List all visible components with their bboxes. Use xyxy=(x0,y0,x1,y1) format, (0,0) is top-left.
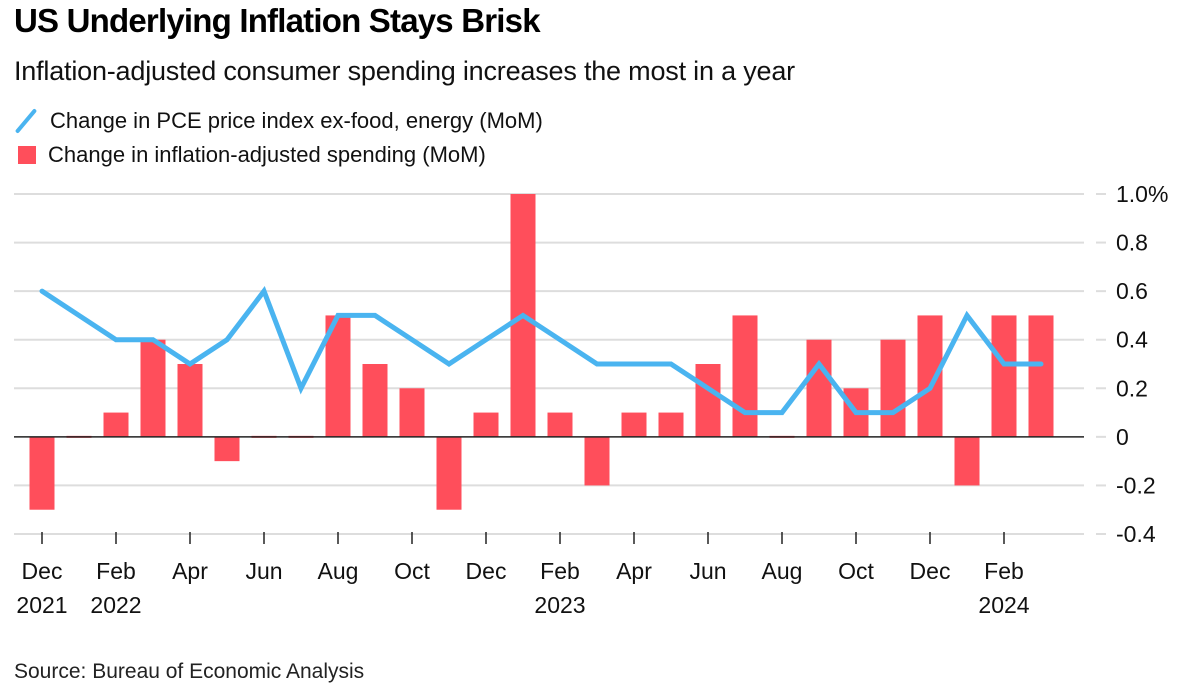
bar xyxy=(473,412,499,437)
bar xyxy=(29,436,55,510)
bar xyxy=(695,364,721,437)
bar xyxy=(1028,315,1054,437)
bar xyxy=(399,388,425,437)
x-axis: Dec 2021 Feb 2022 Apr Jun Aug Oct Dec Feb 2023 Apr J… xyxy=(16,532,1030,618)
y-tick-label: 0.4 xyxy=(1116,327,1148,353)
source-note: Source: Bureau of Economic Analysis xyxy=(14,660,365,683)
bar xyxy=(880,339,906,437)
legend-item-pce: Change in PCE price index ex-food, energ… xyxy=(14,108,543,134)
x-tick-label-month: Dec xyxy=(22,558,63,584)
bar xyxy=(177,364,203,437)
y-tick-label: 0 xyxy=(1116,424,1129,450)
x-tick-label-year: 2024 xyxy=(978,592,1029,618)
x-tick-label-month: Dec xyxy=(466,558,507,584)
x-tick-label-month: Jun xyxy=(689,558,726,584)
bar xyxy=(991,315,1017,437)
x-tick-label-month: Jun xyxy=(245,558,282,584)
x-tick-label-month: Aug xyxy=(762,558,803,584)
y-tick-label: 0.8 xyxy=(1116,230,1148,256)
legend-label-pce: Change in PCE price index ex-food, energ… xyxy=(50,108,543,133)
chart-title: US Underlying Inflation Stays Brisk xyxy=(14,2,541,39)
y-axis: 1.0% 0.8 0.6 0.4 0.2 0 -0.2 -0.4 xyxy=(1096,181,1168,547)
bar xyxy=(436,436,462,510)
bar xyxy=(732,315,758,437)
bar xyxy=(103,412,129,437)
bar xyxy=(954,436,980,486)
y-tick-label: 0.6 xyxy=(1116,278,1148,304)
x-tick-label-month: Feb xyxy=(984,558,1024,584)
legend-item-spending: Change in inflation-adjusted spending (M… xyxy=(14,142,486,168)
chart-subtitle: Inflation-adjusted consumer spending inc… xyxy=(14,56,795,86)
bar xyxy=(806,339,832,437)
bar xyxy=(547,412,573,437)
bar xyxy=(214,436,240,462)
bar xyxy=(621,412,647,437)
bar xyxy=(362,364,388,437)
x-tick-label-year: 2021 xyxy=(16,592,67,618)
bar-series xyxy=(29,194,1054,510)
x-tick-label-month: Oct xyxy=(838,558,874,584)
x-tick-label-year: 2022 xyxy=(90,592,141,618)
x-tick-label-month: Dec xyxy=(910,558,951,584)
bar xyxy=(658,412,684,437)
legend-bar-swatch-icon xyxy=(18,146,36,164)
x-tick-label-year: 2023 xyxy=(534,592,585,618)
y-tick-label: 0.2 xyxy=(1116,375,1148,401)
x-tick-label-month: Oct xyxy=(394,558,430,584)
y-tick-label: -0.2 xyxy=(1116,472,1156,498)
line-series xyxy=(39,286,1044,416)
x-tick-label-month: Apr xyxy=(172,558,208,584)
y-tick-label: -0.4 xyxy=(1116,521,1156,547)
x-tick-label-month: Aug xyxy=(318,558,359,584)
bar xyxy=(584,436,610,486)
y-tick-label: 1.0% xyxy=(1116,181,1168,207)
pce-line xyxy=(39,286,1044,416)
gridlines xyxy=(14,193,1084,535)
x-tick-label-month: Apr xyxy=(616,558,652,584)
x-tick-label-month: Feb xyxy=(540,558,580,584)
x-tick-label-month: Feb xyxy=(96,558,136,584)
legend-label-spending: Change in inflation-adjusted spending (M… xyxy=(48,142,486,167)
bar xyxy=(140,339,166,437)
